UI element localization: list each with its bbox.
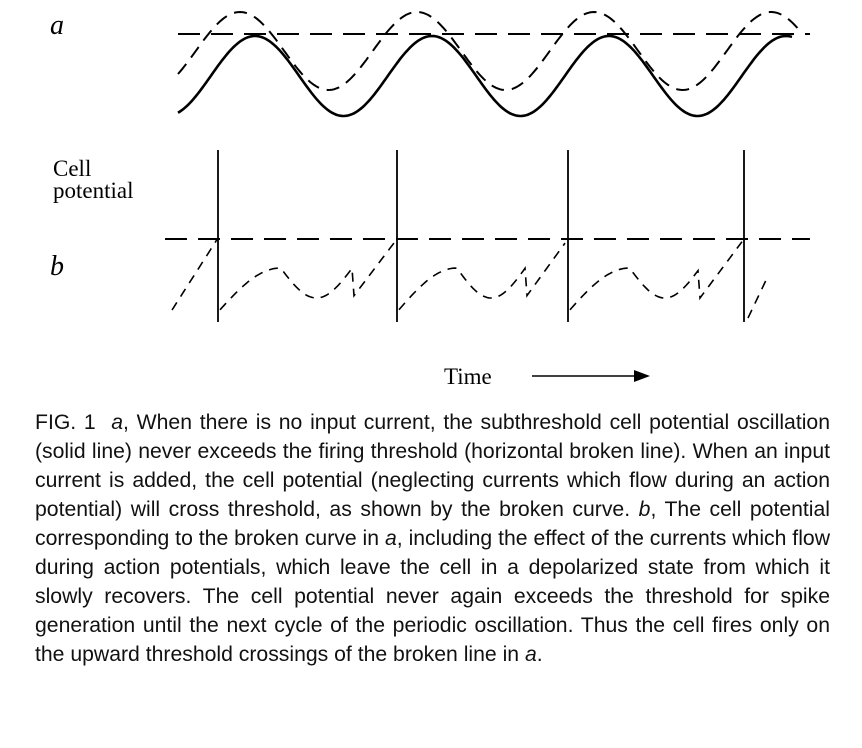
figure-1: a Cell potential b Time [50, 10, 810, 389]
panel-b-spikes [217, 150, 745, 322]
caption-text-end: . [536, 643, 543, 666]
panel-a-subthreshold-oscillation [177, 34, 793, 118]
y-axis-label-line2: potential [53, 178, 133, 203]
caption-text-1: , When there is no input current, the su… [35, 411, 830, 521]
caption-b-label: b [638, 498, 651, 521]
caption-a-label: a [111, 411, 123, 434]
caption-text-2: , The cell potential corresponding to th… [35, 498, 830, 550]
caption-a-ref: a [384, 527, 397, 550]
caption-a-end: a [524, 643, 537, 666]
panel-b-label: b [50, 251, 64, 282]
panel-a-input-oscillation [177, 10, 801, 92]
y-axis-label-line1: Cell [53, 156, 91, 181]
time-arrow-head [634, 370, 650, 382]
panel-a-label: a [50, 10, 64, 41]
panel-b-cell-potential [171, 237, 769, 319]
x-axis-label: Time [444, 364, 492, 389]
caption-text-3: , including the effect of the currents w… [35, 527, 830, 666]
caption-fig-number: FIG. 1 [35, 411, 96, 434]
figure-caption: FIG. 1 a, When there is no input current… [35, 408, 830, 669]
